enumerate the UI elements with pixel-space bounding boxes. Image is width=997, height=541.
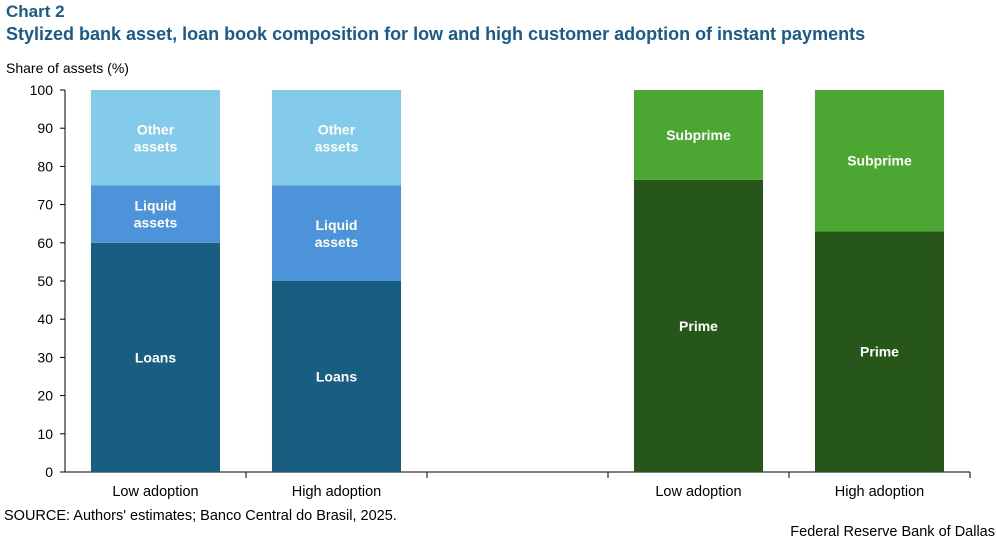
segment-label: Prime [679, 318, 718, 334]
y-tick-label: 70 [37, 197, 53, 213]
axes: 0 10 20 30 40 50 60 70 80 90 100 Low adoption High a… [30, 82, 971, 500]
y-tick-label: 80 [37, 158, 53, 174]
segment-label: Liquid assets [315, 217, 359, 250]
segment-label: Other assets [134, 121, 178, 154]
bar-other-assets [91, 90, 220, 186]
y-tick-label: 30 [37, 349, 53, 365]
bar-loans [272, 281, 401, 472]
segment-label: Loans [135, 349, 176, 365]
bar-loans [91, 242, 220, 472]
bar-other-assets [272, 90, 401, 186]
x-category-label: Low adoption [112, 484, 198, 500]
bar-labels: Loans Liquid assets Other assets Loans Liquid a… [134, 121, 912, 384]
x-category-label: High adoption [835, 484, 925, 500]
segment-label: Subprime [847, 153, 912, 169]
x-category-label: High adoption [292, 484, 382, 500]
y-tick-label: 100 [30, 82, 54, 98]
bar-prime [634, 179, 763, 472]
y-tick-label: 90 [37, 120, 53, 136]
segment-label: Prime [860, 344, 899, 360]
segment-label: Liquid assets [134, 198, 178, 231]
segment-label: Other assets [315, 121, 359, 154]
y-tick-label: 0 [45, 464, 53, 480]
bar-subprime [815, 90, 944, 232]
x-category-label: Low adoption [655, 484, 741, 500]
bar-prime [815, 231, 944, 472]
bar-subprime [634, 90, 763, 180]
y-tick-label: 40 [37, 311, 53, 327]
chart-label: Chart 2 [6, 2, 65, 21]
bar-liquid-assets [91, 185, 220, 243]
y-axis-label: Share of assets (%) [6, 60, 129, 76]
segment-label: Subprime [666, 127, 731, 143]
y-tick-label: 60 [37, 235, 53, 251]
source-note: SOURCE: Authors' estimates; Banco Centra… [4, 508, 397, 524]
y-tick-label: 50 [37, 273, 53, 289]
credit-note: Federal Reserve Bank of Dallas [790, 524, 995, 540]
segment-label: Loans [316, 369, 357, 385]
chart-title: Stylized bank asset, loan book compositi… [6, 24, 866, 44]
y-tick-label: 10 [37, 426, 53, 442]
bar-liquid-assets [272, 185, 401, 281]
y-tick-label: 20 [37, 388, 53, 404]
bars [91, 90, 944, 472]
